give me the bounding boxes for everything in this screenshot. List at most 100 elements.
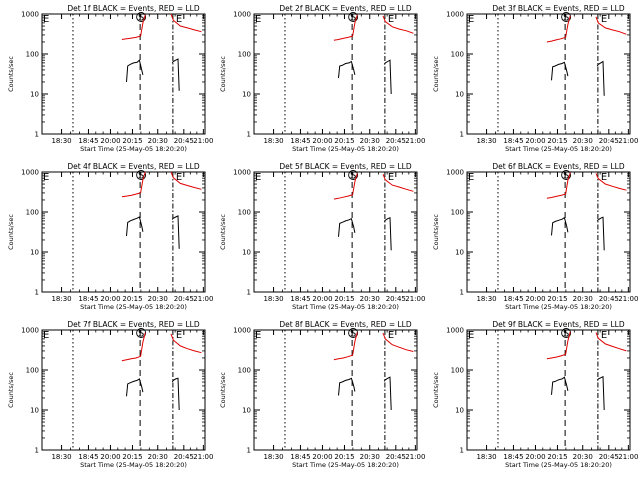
events-series-line [126,378,144,397]
plot-frame [253,13,418,135]
marker-label: S [350,329,356,340]
x-tick-label: 21:00 [618,453,638,461]
marker-label: E [176,330,182,341]
lld-series-line [121,332,146,362]
y-tick-label: 1 [460,289,464,297]
marker-label: S [350,13,356,24]
marker-label: E [43,330,49,341]
detector-panel: Det 5f BLACK = Events, RED = LLD 1 10 100 10… [219,162,425,311]
x-tick-label: 20:30 [573,137,593,145]
x-tick-label: 20:15 [122,453,142,461]
x-tick-label: 20:00 [312,137,332,145]
y-tick-label: 1 [247,131,251,139]
marker-label: E [468,330,474,341]
y-axis-label: Counts/sec [432,214,440,250]
detector-panel: Det 8f BLACK = Events, RED = LLD 1 10 100 10… [219,320,425,469]
panel-title: Det 8f BLACK = Events, RED = LLD [279,320,412,329]
marker-label: S [138,329,144,340]
panel-title: Det 5f BLACK = Events, RED = LLD [279,162,412,171]
lld-series-line [382,15,414,34]
detector-panel: Det 7f BLACK = Events, RED = LLD 1 10 100 10… [7,320,213,469]
x-tick-label: 18:30 [476,137,496,145]
plot-frame [466,13,631,135]
events-series-line [383,216,392,251]
y-tick-label: 100 [451,209,464,217]
y-tick-label: 10 [30,91,39,99]
marker-circle [348,170,359,180]
y-tick-label: 1000 [446,11,464,19]
plot-frame [253,171,418,293]
x-tick-label: 21:00 [618,137,638,145]
x-tick-label: 18:45 [503,137,523,145]
panel-title: Det 2f BLACK = Events, RED = LLD [279,4,412,13]
x-axis-label: Start Time (25-May-05 18:20:20) [292,461,399,469]
y-tick-label: 100 [238,51,251,59]
y-tick-label: 100 [26,209,39,217]
events-series-line [596,216,605,251]
x-tick-label: 20:30 [148,453,168,461]
y-tick-label: 1000 [21,11,39,19]
lld-series-line [546,172,571,199]
panel-title: Det 4f BLACK = Events, RED = LLD [67,162,200,171]
x-tick-label: 20:15 [122,137,142,145]
x-tick-label: 20:00 [100,295,120,303]
x-tick-label: 20:00 [312,453,332,461]
x-tick-label: 20:15 [334,295,354,303]
y-axis-label: Counts/sec [219,214,227,250]
x-tick-label: 20:45 [599,295,619,303]
x-tick-label: 20:00 [525,453,545,461]
plot-frame [466,171,631,293]
marker-label: E [601,172,607,183]
x-axis-label: Start Time (25-May-05 18:20:20) [80,145,187,153]
y-tick-label: 1000 [233,169,251,177]
marker-circle [561,328,572,338]
lld-series-line [595,332,627,352]
panel-title: Det 6f BLACK = Events, RED = LLD [492,162,625,171]
x-tick-label: 20:15 [547,137,567,145]
y-tick-label: 10 [242,91,251,99]
y-tick-label: 10 [455,249,464,257]
x-axis-label: Start Time (25-May-05 18:20:20) [80,461,187,469]
x-tick-label: 20:45 [174,295,194,303]
lld-series-line [382,332,414,352]
marker-label: E [43,14,49,25]
lld-series-line [546,331,571,360]
marker-label: S [563,171,569,182]
x-tick-label: 20:30 [148,137,168,145]
y-axis-label: Counts/sec [7,372,15,408]
x-tick-label: 20:45 [599,137,619,145]
marker-label: E [388,172,394,183]
marker-label: E [176,172,182,183]
events-series-line [383,59,392,95]
lld-series-line [170,171,202,190]
x-tick-label: 20:15 [547,453,567,461]
marker-circle [136,12,147,22]
panel-title: Det 7f BLACK = Events, RED = LLD [67,320,200,329]
plot-frame [253,329,418,451]
plot-frame [41,171,206,293]
marker-label: E [255,330,261,341]
x-tick-label: 18:45 [78,137,98,145]
detector-panel: Det 2f BLACK = Events, RED = LLD 1 10 100 10… [219,4,425,153]
x-tick-label: 18:30 [263,453,283,461]
events-series-line [171,58,180,91]
x-tick-label: 21:00 [405,295,425,303]
detector-panel: Det 1f BLACK = Events, RED = LLD 1 10 100 10… [7,4,213,153]
x-tick-label: 20:15 [334,137,354,145]
lld-series-line [333,332,358,361]
x-tick-label: 20:30 [573,453,593,461]
y-tick-label: 100 [451,51,464,59]
marker-label: E [255,172,261,183]
events-series-line [338,60,356,79]
x-tick-label: 20:45 [386,137,406,145]
x-tick-label: 21:00 [193,295,213,303]
events-series-line [338,377,356,396]
y-axis-label: Counts/sec [219,56,227,92]
y-tick-label: 1000 [446,327,464,335]
x-tick-label: 20:30 [148,295,168,303]
lld-series-line [121,171,146,198]
x-tick-label: 20:15 [122,295,142,303]
lld-series-line [546,15,571,43]
lld-series-line [595,16,627,35]
